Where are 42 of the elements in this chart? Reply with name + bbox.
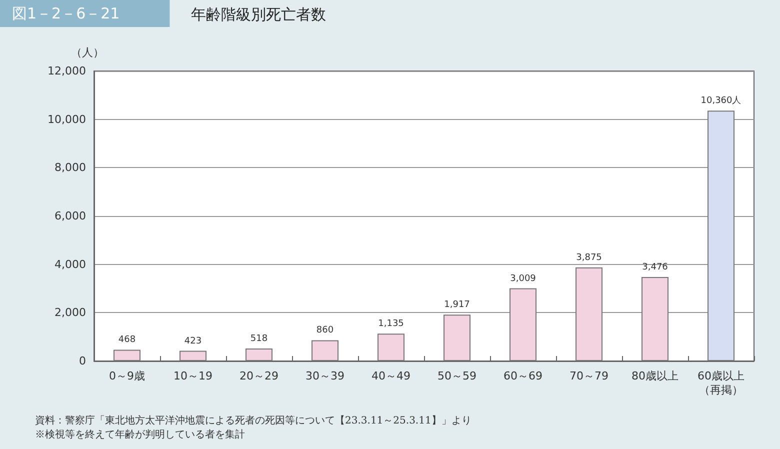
bar	[246, 348, 272, 361]
data-label: 3,476	[642, 262, 668, 272]
y-tick-label: 4,000	[54, 258, 86, 271]
x-tick-label: 40～49	[372, 370, 410, 382]
bar	[378, 334, 404, 361]
bar	[576, 267, 602, 361]
bar	[312, 340, 338, 361]
bar	[180, 350, 206, 361]
y-tick-label: 2,000	[54, 306, 86, 320]
y-tick-label: 0	[79, 354, 86, 368]
bar	[642, 276, 668, 361]
y-tick-label: 6,000	[54, 210, 86, 222]
x-tick-label: 60～69	[504, 370, 542, 382]
x-tick-label: 80歳以上	[632, 370, 678, 382]
bar	[444, 314, 470, 361]
x-tick-label: 60歳以上（再掲）	[698, 370, 744, 396]
y-tick-label: 10,000	[48, 112, 86, 126]
data-label: 518	[250, 334, 268, 344]
x-tick-label: 50～59	[438, 370, 476, 382]
bar	[510, 288, 536, 361]
data-label: 3,875	[576, 252, 602, 263]
text: 資料：警察庁「東北地方太平洋沖地震による死者の死因等について【23.3.11～25.3.11】」より	[35, 414, 472, 426]
x-tick-label: 30～39	[306, 370, 344, 382]
x-tick-label: 0～9歳	[109, 370, 145, 382]
data-label: 860	[316, 326, 334, 336]
y-axis-title: （人）	[71, 46, 104, 59]
chart-title: 年齢階級別死亡者数	[191, 6, 326, 24]
x-tick-label: 70～79	[570, 370, 608, 382]
bar	[114, 350, 140, 361]
data-label: 1,135	[378, 319, 404, 330]
data-label: 10,360人	[700, 95, 742, 106]
data-label: 3,009	[510, 274, 536, 284]
data-label: 423	[184, 336, 202, 346]
x-tick-label: 20～29	[240, 370, 278, 382]
y-tick-label: 12,000	[48, 64, 86, 78]
data-label: 468	[118, 335, 136, 346]
y-tick-label: 8,000	[54, 161, 86, 174]
chart-subtitle: 図1－2－6－21	[12, 4, 120, 22]
data-label: 1,917	[444, 300, 470, 310]
bar	[708, 110, 734, 361]
text: ※検視等を終えて年齢が判明している者を集計	[35, 428, 245, 440]
x-tick-label: 10～19	[174, 370, 212, 382]
